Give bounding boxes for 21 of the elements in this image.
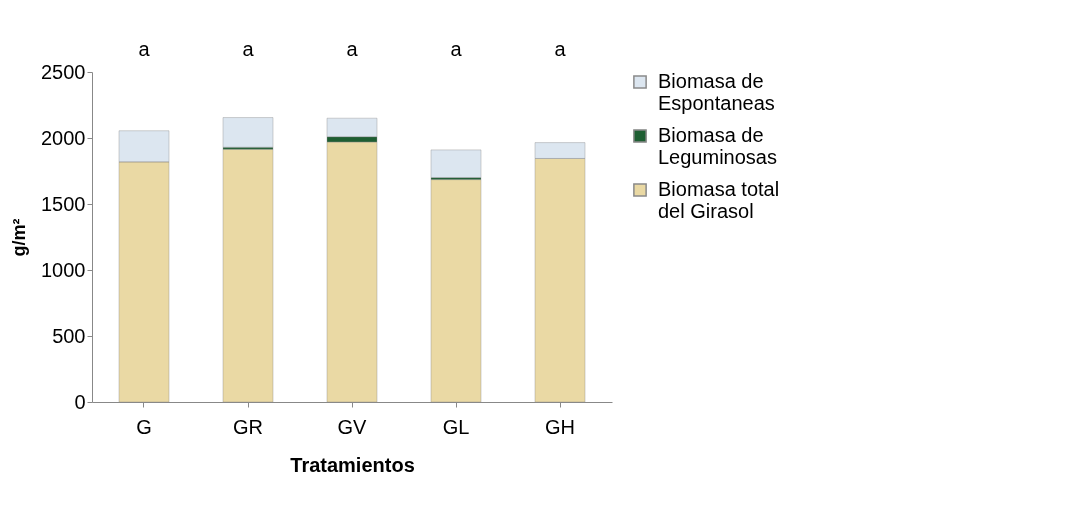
text: a [138, 38, 151, 60]
text: a [242, 38, 255, 60]
legend-label: Biomasa total del Girasol [658, 178, 780, 222]
x-tick-label: GH [545, 415, 575, 438]
y-tick-label: 2500 [41, 60, 86, 83]
y-axis-title: g/m² [9, 218, 30, 257]
y-tick-label: 1000 [41, 258, 86, 281]
legend-label: Biomasa de Espontaneas [658, 70, 775, 114]
x-tick-label: GV [337, 415, 368, 438]
y-tick-label: 500 [52, 324, 86, 347]
x-tick-label: GL [442, 415, 470, 438]
text: a [346, 38, 359, 60]
x-axis-title: Tratamientos [290, 453, 415, 476]
y-tick-label: 1500 [41, 192, 86, 215]
x-tick-label: GR [233, 415, 263, 438]
legend-label: Biomasa de Leguminosas [658, 124, 777, 168]
text: a [554, 38, 567, 60]
y-tick-label: 0 [74, 390, 86, 413]
y-tick-label: 2000 [41, 126, 86, 149]
x-tick-label: G [136, 415, 152, 438]
text: a [450, 38, 463, 60]
